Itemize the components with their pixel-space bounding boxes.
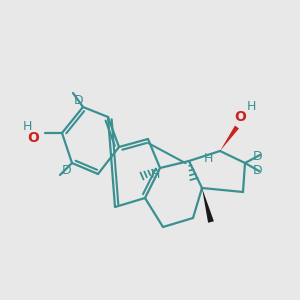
Text: H: H [150,169,160,182]
Text: D: D [253,149,263,163]
Text: H: H [22,119,32,133]
Polygon shape [202,188,214,223]
Text: D: D [74,94,84,107]
Text: O: O [27,131,39,145]
Polygon shape [220,126,239,151]
Text: D: D [253,164,263,178]
Text: H: H [203,152,213,166]
Text: H: H [246,100,256,113]
Text: O: O [234,110,246,124]
Text: D: D [62,164,72,176]
